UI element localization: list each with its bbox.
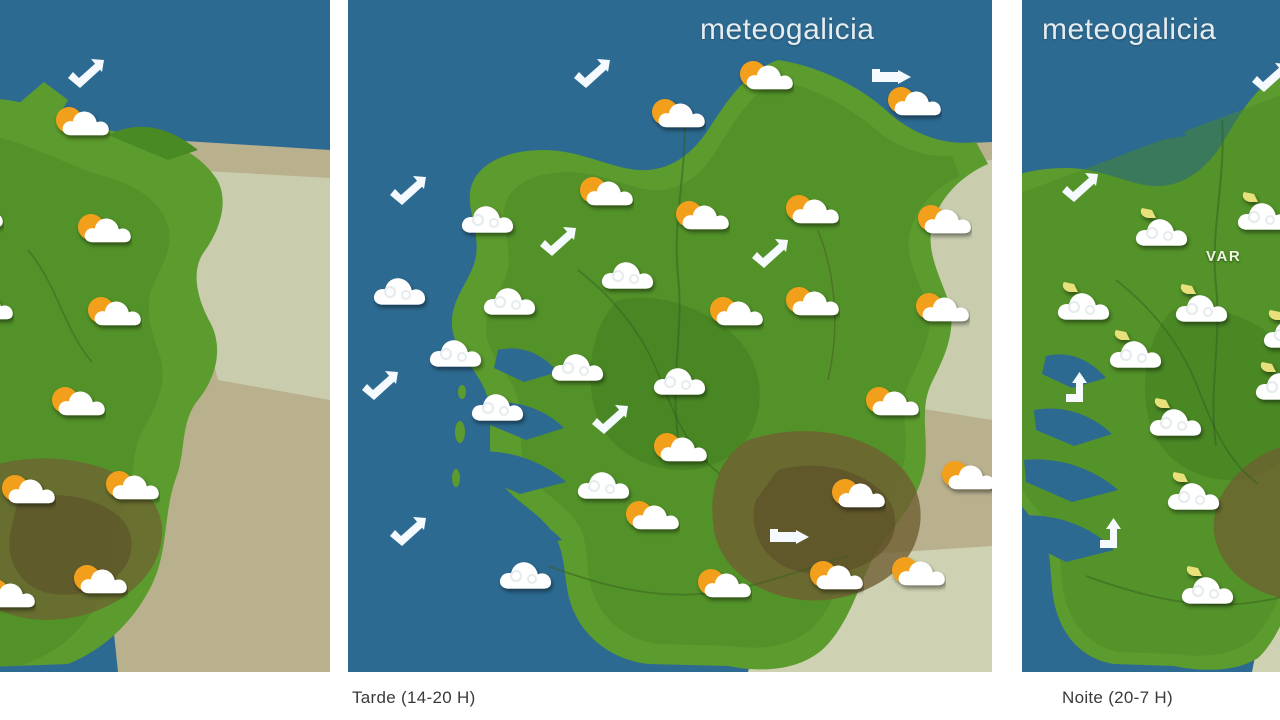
panel-separator-left [330,0,348,672]
galicia-map-tarde [348,0,992,672]
variable-wind-label: VAR [1206,248,1242,265]
map-canvas-noite: VAR [1022,0,1280,672]
galicia-map-noite [1022,0,1280,672]
panel-label-tarde: Tarde (14-20 H) [352,688,476,707]
panel-separator-right [992,0,1010,672]
meteogalicia-logo-tarde: meteogalicia [700,13,875,46]
forecast-panel-manha[interactable]: VAR [0,0,330,672]
forecast-panel-tarde[interactable]: meteogalicia [348,0,992,672]
panel-label-noite: Noite (20-7 H) [1062,688,1173,707]
map-canvas-manha: VAR [0,0,330,672]
galicia-map-manha [0,0,330,672]
meteogalicia-logo-noite: meteogalicia [1042,13,1217,46]
bottom-white-strip [0,672,1280,720]
map-canvas-tarde [348,0,992,672]
forecast-panel-noite[interactable]: VAR meteogalicia [1022,0,1280,672]
